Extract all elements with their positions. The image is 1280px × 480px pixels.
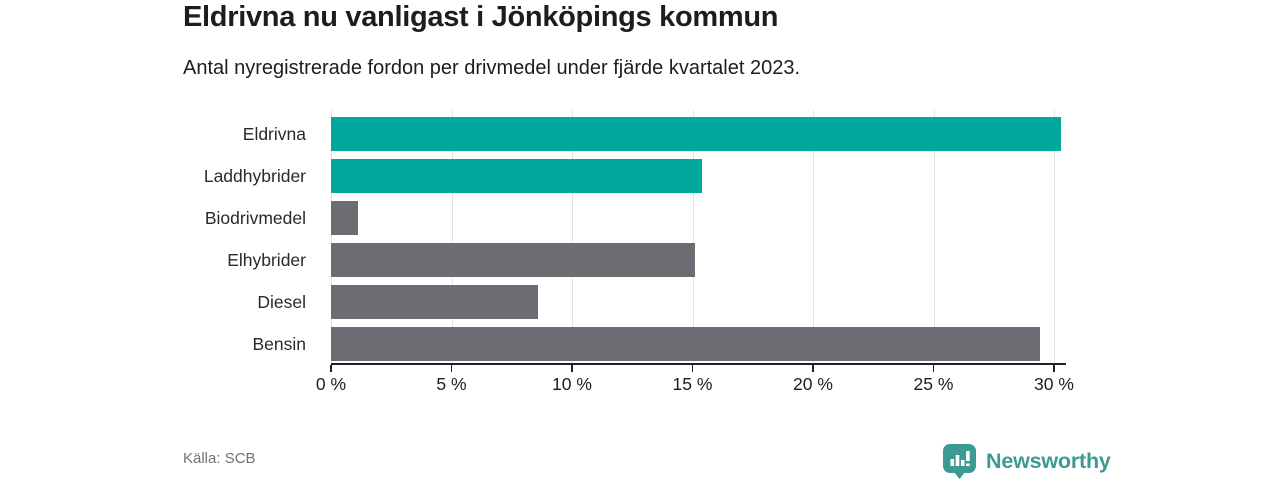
category-label-laddhybrider: Laddhybrider (203, 166, 306, 186)
bar-eldrivna (331, 117, 1062, 151)
x-tick-label: 15 % (672, 374, 713, 394)
category-label-diesel: Diesel (257, 292, 306, 312)
newsworthy-logo-text: Newsworthy (986, 448, 1111, 473)
plot-area (331, 110, 1066, 365)
category-label-biodrivmedel: Biodrivmedel (204, 208, 306, 228)
x-tick-label: 30 % (1034, 374, 1074, 394)
x-tick-mark (932, 365, 935, 372)
x-tick-mark (1053, 365, 1055, 372)
category-labels: Eldrivna Laddhybrider Biodrivmedel Elhybrid… (0, 110, 318, 363)
x-axis: 0 % 5 % 10 % 15 % 20 % 25 % 30 % (0, 365, 1280, 405)
source-note: Källa: SCB (183, 450, 256, 467)
gridline (813, 110, 814, 363)
gridline (1054, 110, 1055, 363)
category-label-bensin: Bensin (252, 334, 306, 354)
x-tick-label: 20 % (793, 374, 833, 394)
bar-laddhybrider (331, 159, 703, 193)
x-tick-mark (691, 365, 694, 372)
chart-title: Eldrivna nu vanligast i Jönköpings kommu… (183, 1, 779, 33)
x-tick-label: 0 % (315, 374, 347, 394)
bar-biodrivmedel (331, 201, 358, 235)
chart-subtitle: Antal nyregistrerade fordon per drivmede… (183, 57, 801, 79)
x-tick-label: 5 % (436, 374, 467, 394)
gridline (451, 110, 453, 363)
gridline (692, 110, 694, 363)
newsworthy-logo: Newsworthy (941, 443, 1111, 479)
x-tick-mark (330, 365, 332, 372)
bar-bensin (331, 327, 1040, 361)
x-tick-mark (812, 365, 814, 372)
gridline (572, 110, 573, 363)
category-label-elhybrider: Elhybrider (227, 250, 306, 270)
gridline (331, 110, 332, 363)
gridline (933, 110, 935, 363)
x-tick-mark (450, 365, 453, 372)
x-tick-mark (571, 365, 573, 372)
bar-elhybrider (331, 243, 695, 277)
x-tick-label: 10 % (552, 374, 592, 394)
bar-diesel (331, 285, 539, 319)
x-tick-label: 25 % (913, 374, 954, 394)
newsworthy-logo-icon (943, 444, 976, 479)
category-label-eldrivna: Eldrivna (242, 124, 306, 144)
